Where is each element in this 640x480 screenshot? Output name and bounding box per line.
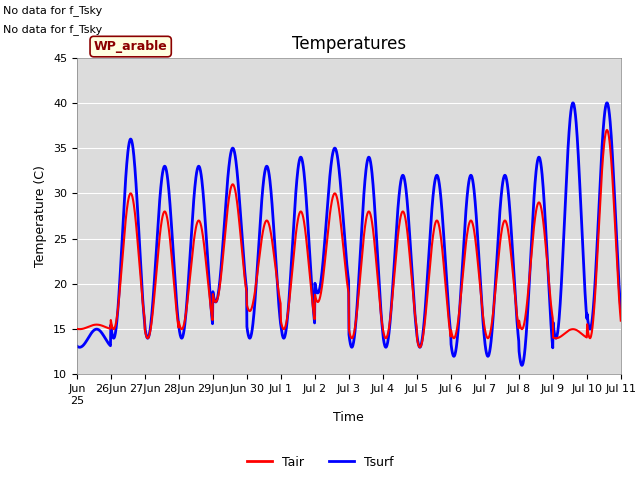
Text: No data for f_Tsky: No data for f_Tsky bbox=[3, 24, 102, 35]
Tair bbox=[335, 202, 342, 207]
Tsurf bbox=[557, 289, 564, 295]
Tsurf bbox=[73, 343, 81, 349]
Text: WP_arable: WP_arable bbox=[94, 40, 168, 53]
Title: Temperatures: Temperatures bbox=[292, 35, 406, 53]
Line: Tair: Tair bbox=[77, 130, 621, 347]
Tair bbox=[416, 344, 424, 350]
X-axis label: Time: Time bbox=[333, 411, 364, 424]
Tsurf bbox=[611, 191, 618, 197]
Tair bbox=[557, 334, 564, 339]
Legend: Tair, Tsurf: Tair, Tsurf bbox=[242, 451, 398, 474]
Tair bbox=[158, 217, 166, 223]
Tair bbox=[611, 211, 618, 216]
Tsurf bbox=[518, 362, 526, 368]
Tsurf bbox=[335, 160, 342, 166]
Tair bbox=[73, 326, 81, 332]
Tair bbox=[603, 127, 611, 133]
Tsurf bbox=[617, 307, 625, 313]
Tair bbox=[617, 318, 625, 324]
Line: Tsurf: Tsurf bbox=[77, 103, 621, 365]
Tair bbox=[477, 295, 485, 301]
Tsurf bbox=[324, 194, 332, 200]
Tsurf bbox=[158, 175, 166, 180]
Y-axis label: Temperature (C): Temperature (C) bbox=[35, 165, 47, 267]
Tsurf bbox=[569, 100, 577, 106]
Text: No data for f_Tsky: No data for f_Tsky bbox=[3, 5, 102, 16]
Tair bbox=[324, 228, 332, 233]
Tsurf bbox=[477, 287, 484, 292]
